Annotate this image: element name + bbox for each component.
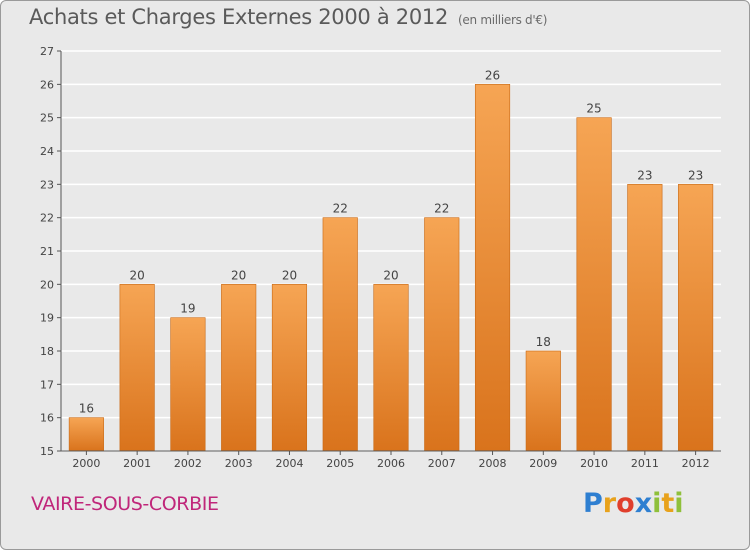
y-tick-label: 21 bbox=[40, 245, 54, 258]
x-tick-label-2009: 2009 bbox=[529, 457, 557, 470]
value-label-2003: 20 bbox=[231, 268, 246, 282]
logo-letter: x bbox=[634, 488, 653, 519]
y-tick-label: 19 bbox=[40, 312, 54, 325]
chart-title-text: Achats et Charges Externes 2000 à 2012 bbox=[29, 5, 449, 29]
value-label-2006: 20 bbox=[383, 268, 398, 282]
proxiti-logo: Proxiti bbox=[583, 488, 684, 519]
x-tick-label-2001: 2001 bbox=[123, 457, 151, 470]
x-tick-label-2008: 2008 bbox=[479, 457, 507, 470]
value-label-2007: 22 bbox=[434, 202, 449, 216]
x-tick-label-2006: 2006 bbox=[377, 457, 405, 470]
x-tick-label-2005: 2005 bbox=[326, 457, 354, 470]
value-labels: 16 20 19 20 20 22 20 22 26 18 25 23 23 bbox=[79, 68, 704, 415]
logo-letter: P bbox=[583, 488, 603, 519]
value-label-2009: 18 bbox=[536, 335, 551, 349]
bar-2007 bbox=[424, 217, 460, 452]
y-tick-label: 18 bbox=[40, 345, 54, 358]
chart-title: Achats et Charges Externes 2000 à 2012 (e… bbox=[29, 5, 547, 29]
bar-2001 bbox=[119, 284, 155, 452]
value-label-2004: 20 bbox=[282, 268, 297, 282]
x-tick-label-2002: 2002 bbox=[174, 457, 202, 470]
value-label-2001: 20 bbox=[130, 268, 145, 282]
value-label-2012: 23 bbox=[688, 168, 703, 182]
y-tick-label: 23 bbox=[40, 178, 54, 191]
logo-letter: t bbox=[661, 488, 675, 519]
value-label-2008: 26 bbox=[485, 68, 500, 82]
x-axis-ticks: 2000 2001 2002 2003 2004 2005 2006 2007 2008 2009… bbox=[72, 451, 710, 470]
bar-2009 bbox=[525, 350, 561, 452]
x-tick-label-2012: 2012 bbox=[682, 457, 710, 470]
x-tick-label-2010: 2010 bbox=[580, 457, 608, 470]
bar-2002 bbox=[170, 317, 206, 452]
bar-2008 bbox=[474, 84, 511, 452]
y-tick-label: 15 bbox=[40, 445, 54, 458]
value-label-2010: 25 bbox=[586, 102, 601, 116]
y-tick-label: 26 bbox=[40, 78, 54, 91]
y-tick-label: 16 bbox=[40, 412, 54, 425]
value-label-2002: 19 bbox=[180, 302, 195, 316]
x-tick-label-2007: 2007 bbox=[428, 457, 456, 470]
y-axis-ticks: 15 16 17 18 19 20 21 22 23 24 25 26 27 bbox=[40, 45, 61, 458]
y-tick-label: 24 bbox=[40, 145, 54, 158]
x-tick-label-2011: 2011 bbox=[631, 457, 659, 470]
bar-2010 bbox=[576, 117, 612, 452]
logo-letter: i bbox=[652, 488, 662, 519]
bar-2000 bbox=[68, 417, 104, 452]
logo-letter: i bbox=[674, 488, 684, 519]
x-tick-label-2004: 2004 bbox=[275, 457, 303, 470]
town-name: VAIRE-SOUS-CORBIE bbox=[31, 493, 219, 515]
logo-letter: o bbox=[616, 488, 635, 519]
bar-2006 bbox=[373, 284, 409, 452]
bars bbox=[68, 84, 714, 452]
bar-2003 bbox=[221, 284, 257, 452]
y-tick-label: 20 bbox=[40, 278, 54, 291]
x-tick-label-2003: 2003 bbox=[225, 457, 253, 470]
bar-2012 bbox=[678, 184, 714, 452]
value-label-2000: 16 bbox=[79, 402, 94, 416]
chart-subtitle: (en milliers d'€) bbox=[458, 13, 548, 27]
y-tick-label: 22 bbox=[40, 212, 54, 225]
y-tick-label: 27 bbox=[40, 45, 54, 58]
bar-2004 bbox=[271, 284, 308, 452]
logo-letter: r bbox=[602, 488, 617, 519]
value-label-2005: 22 bbox=[333, 202, 348, 216]
bar-2005 bbox=[322, 217, 358, 452]
x-tick-label-2000: 2000 bbox=[72, 457, 100, 470]
y-tick-label: 17 bbox=[40, 378, 54, 391]
value-label-2011: 23 bbox=[637, 168, 652, 182]
y-tick-label: 25 bbox=[40, 112, 54, 125]
bar-2011 bbox=[627, 184, 663, 452]
